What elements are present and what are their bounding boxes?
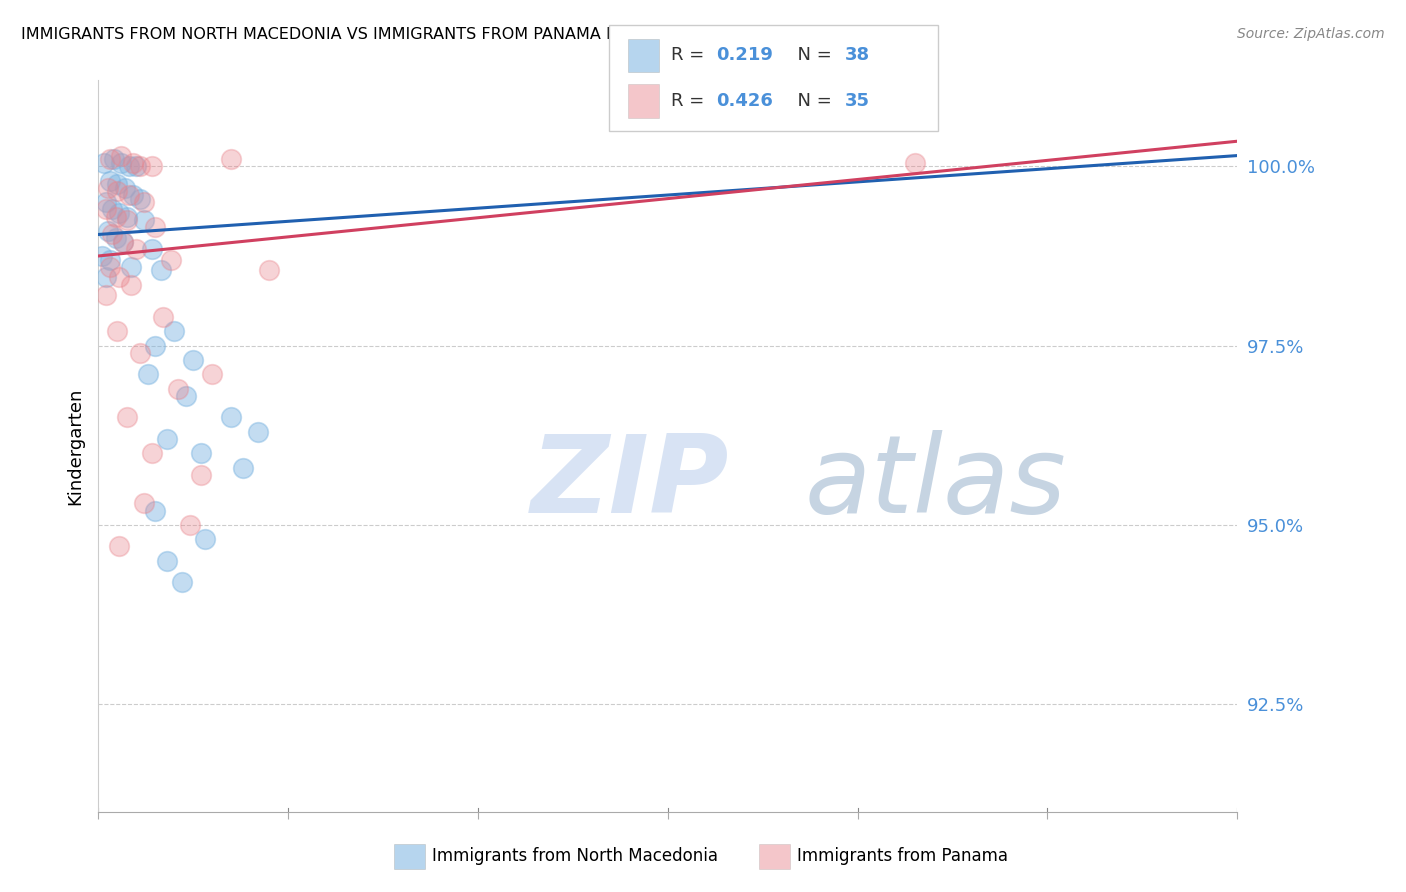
Text: 35: 35 [845,92,870,110]
Point [904,155,927,169]
Point [98,152,121,166]
Point [94,270,117,285]
Point [114,181,136,195]
Point [141,242,163,256]
Point [107,185,129,199]
Point [152,310,174,324]
Point [108,206,131,220]
Point [246,425,269,439]
Point [115,213,138,227]
Point [97,181,120,195]
Point [132,496,155,510]
Point [170,575,193,590]
Text: IMMIGRANTS FROM NORTH MACEDONIA VS IMMIGRANTS FROM PANAMA KINDERGARTEN CORRELATI: IMMIGRANTS FROM NORTH MACEDONIA VS IMMIG… [21,27,911,42]
Text: Source: ZipAtlas.com: Source: ZipAtlas.com [1237,27,1385,41]
Point [190,446,212,460]
Point [94,202,117,217]
Point [125,159,148,173]
Text: R =: R = [671,92,710,110]
Text: 0.426: 0.426 [716,92,772,110]
Point [94,288,117,302]
Point [156,432,179,446]
Point [97,224,120,238]
Point [115,210,138,224]
Text: R =: R = [671,46,710,64]
Point [156,554,179,568]
Point [100,202,122,217]
Point [183,353,205,368]
Point [150,263,173,277]
Point [132,213,155,227]
Point [132,195,155,210]
Point [121,155,143,169]
Point [201,368,224,382]
Point [103,152,125,166]
Point [141,446,163,460]
Text: N =: N = [786,92,838,110]
Point [98,260,121,274]
Point [194,533,217,547]
Point [129,345,152,359]
Point [190,467,212,482]
Point [125,242,148,256]
Point [141,159,163,173]
Point [115,410,138,425]
Point [107,178,129,192]
Point [120,277,142,292]
Point [110,148,132,162]
Point [93,155,115,169]
Point [91,249,114,263]
Point [98,174,121,188]
Point [221,410,243,425]
Point [112,235,135,249]
Point [145,338,167,352]
Point [221,152,243,166]
Point [145,503,167,517]
Point [98,252,121,267]
Point [118,159,141,173]
Point [104,210,127,224]
Point [129,159,152,173]
Text: ZIP: ZIP [531,430,730,535]
Text: N =: N = [786,46,838,64]
Point [112,235,135,249]
Point [167,382,190,396]
Point [136,368,159,382]
Point [107,324,129,338]
Point [163,324,186,338]
Point [129,192,152,206]
Point [145,220,167,235]
Point [174,389,197,403]
Text: atlas: atlas [804,430,1066,535]
Text: 0.219: 0.219 [716,46,772,64]
Point [104,231,127,245]
Point [232,460,254,475]
Point [110,155,132,169]
Point [100,227,122,242]
Point [159,252,181,267]
Point [121,188,143,202]
Point [118,188,141,202]
Point [179,517,201,532]
Point [259,263,281,277]
Text: Immigrants from North Macedonia: Immigrants from North Macedonia [432,847,717,865]
Y-axis label: Kindergarten: Kindergarten [66,387,84,505]
Point [108,540,131,554]
Point [108,270,131,285]
Text: 38: 38 [845,46,870,64]
Text: Immigrants from Panama: Immigrants from Panama [797,847,1008,865]
Point [120,260,142,274]
Point [94,195,117,210]
